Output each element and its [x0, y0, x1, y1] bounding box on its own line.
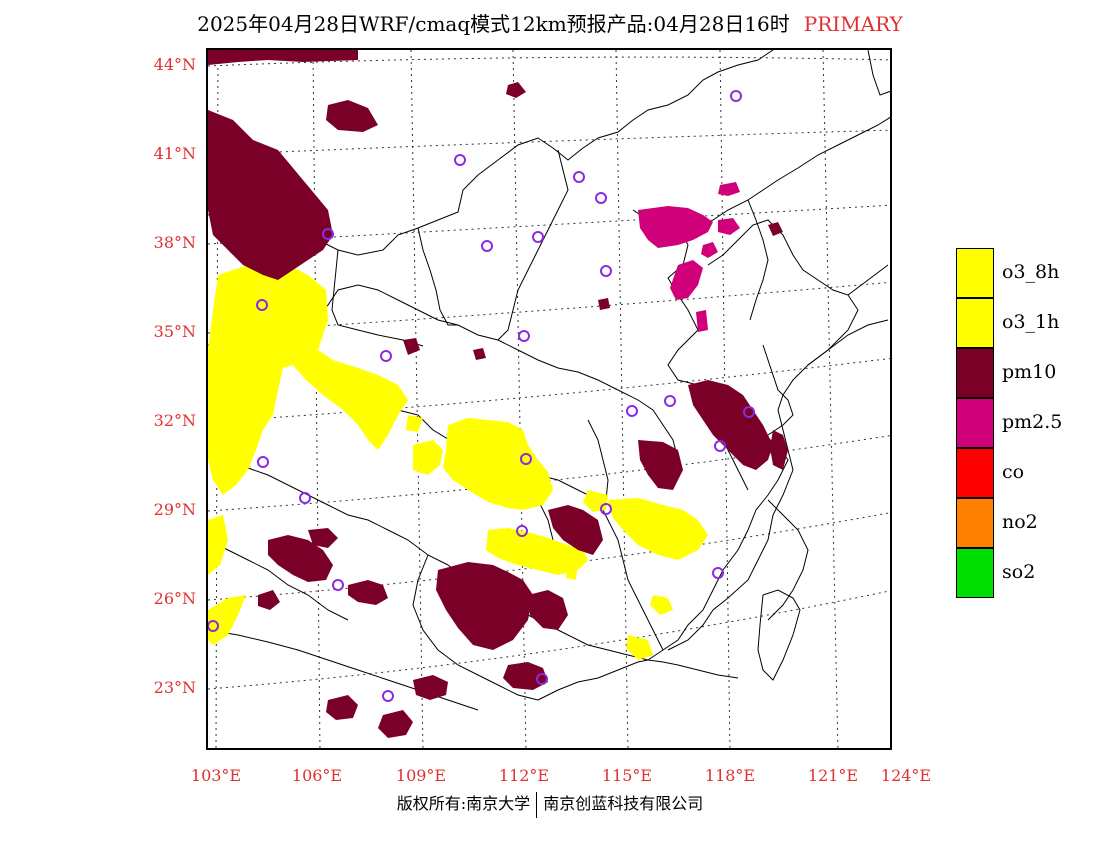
lon-label-112e: 112°E: [498, 766, 550, 785]
legend-swatch-pm25: [956, 398, 994, 448]
copyright-footer: 版权所有:南京大学 南京创蓝科技有限公司: [0, 790, 1100, 818]
legend-label-no2: no2: [1002, 511, 1038, 533]
footer-company: 南京创蓝科技有限公司: [543, 794, 704, 813]
lon-label-115e: 115°E: [601, 766, 653, 785]
lat-label-41n: 41°N: [153, 144, 196, 163]
lat-label-44n: 44°N: [153, 55, 196, 74]
lon-label-121e: 121°E: [807, 766, 859, 785]
lon-label-109e: 109°E: [395, 766, 447, 785]
map-area: [206, 48, 892, 750]
station-markers: [208, 90, 755, 702]
legend-label-so2: so2: [1002, 561, 1036, 583]
legend-label-pm25: pm2.5: [1002, 411, 1063, 433]
map-title: 2025年04月28日WRF/cmaq模式12km预报产品:04月28日16时 P…: [0, 8, 1100, 37]
lon-label-124e: 124°E: [880, 766, 932, 785]
lat-label-23n: 23°N: [153, 678, 196, 697]
footer-separator: [536, 791, 538, 818]
legend-label-pm10: pm10: [1002, 361, 1057, 383]
o3-region-layer: [208, 260, 708, 660]
legend-label-co: co: [1002, 461, 1025, 483]
title-main: 2025年04月28日WRF/cmaq模式12km预报产品:04月28日16时: [197, 12, 790, 36]
lat-label-26n: 26°N: [153, 589, 196, 608]
footer-copyright: 版权所有:南京大学: [396, 794, 531, 813]
lon-label-103e: 103°E: [190, 766, 242, 785]
legend-swatch-so2: [956, 548, 994, 598]
legend-swatch-pm10: [956, 348, 994, 398]
legend-swatch-co: [956, 448, 994, 498]
pm25-region-layer: [638, 182, 740, 332]
lat-label-35n: 35°N: [153, 322, 196, 341]
lat-label-38n: 38°N: [153, 233, 196, 252]
lon-label-118e: 118°E: [704, 766, 756, 785]
legend-swatch-no2: [956, 498, 994, 548]
legend-label-o3-1h: o3_1h: [1002, 311, 1060, 333]
title-primary-tag: PRIMARY: [803, 12, 903, 36]
pm10-region-layer: [208, 50, 788, 738]
legend-swatch-o3-8h: [956, 248, 994, 298]
lon-label-106e: 106°E: [291, 766, 343, 785]
legend-label-o3-8h: o3_8h: [1002, 261, 1060, 283]
legend-swatch-o3-1h: [956, 298, 994, 348]
lat-label-32n: 32°N: [153, 411, 196, 430]
coastline: [667, 50, 890, 681]
lat-label-29n: 29°N: [153, 500, 196, 519]
